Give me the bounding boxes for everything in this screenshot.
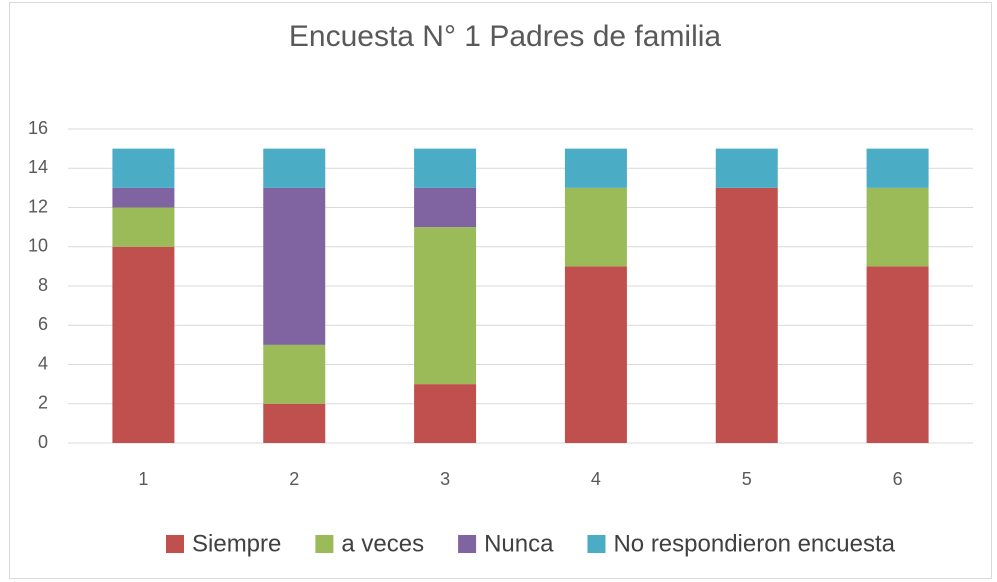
- bar-segment: [112, 187, 175, 208]
- x-tick-label: 4: [591, 469, 601, 489]
- bar-segment: [715, 148, 778, 188]
- bar-segment: [564, 148, 627, 188]
- y-tick-label: 8: [38, 275, 48, 295]
- bar-segment: [263, 187, 326, 345]
- y-tick-label: 4: [38, 353, 48, 373]
- x-tick-label: 2: [289, 469, 299, 489]
- legend-swatch: [166, 535, 184, 553]
- chart-title: Encuesta N° 1 Padres de familia: [289, 20, 722, 53]
- bar-segment: [263, 403, 326, 443]
- y-tick-label: 6: [38, 314, 48, 334]
- bar-segment: [414, 187, 477, 228]
- legend-label: Siempre: [192, 530, 281, 557]
- y-tick-label: 16: [28, 118, 48, 138]
- bar-segment: [263, 148, 326, 188]
- bar-segment: [112, 246, 175, 443]
- legend-swatch: [587, 535, 606, 553]
- bar-segment: [866, 266, 929, 443]
- y-tick-label: 14: [28, 157, 48, 177]
- legend-label: Nunca: [484, 530, 554, 557]
- legend-swatch: [315, 535, 334, 553]
- bar-segment: [263, 344, 326, 404]
- y-tick-label: 12: [28, 196, 48, 216]
- legend-swatch: [458, 535, 477, 553]
- legend-label: No respondieron encuesta: [613, 530, 895, 557]
- y-tick-label: 0: [38, 432, 48, 452]
- bar-segment: [564, 266, 627, 443]
- legend-label: a veces: [341, 530, 424, 557]
- bar-segment: [112, 207, 175, 247]
- bar-segment: [715, 187, 778, 443]
- y-tick-label: 2: [38, 393, 48, 413]
- bar-segment: [414, 384, 477, 443]
- x-tick-label: 6: [893, 469, 903, 489]
- x-tick-label: 3: [440, 469, 450, 489]
- x-tick-label: 5: [742, 469, 752, 489]
- bar-segment: [866, 148, 929, 188]
- bar-segment: [564, 187, 627, 267]
- bar-segment: [414, 227, 477, 385]
- bar-segment: [414, 148, 477, 188]
- x-tick-label: 1: [138, 469, 148, 489]
- bar-segment: [866, 187, 929, 267]
- y-tick-label: 10: [28, 236, 48, 256]
- bar-segment: [112, 148, 175, 188]
